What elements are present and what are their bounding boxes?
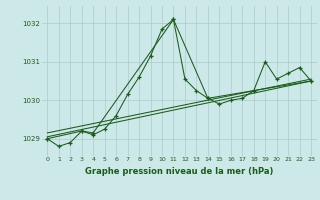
X-axis label: Graphe pression niveau de la mer (hPa): Graphe pression niveau de la mer (hPa): [85, 167, 273, 176]
